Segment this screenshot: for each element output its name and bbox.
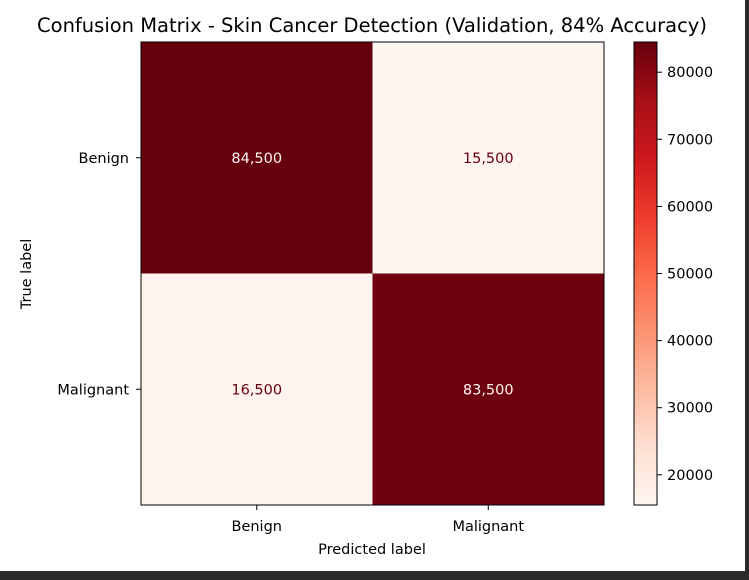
x-tick-label: Malignant <box>452 519 524 535</box>
figure-panel: Confusion Matrix - Skin Cancer Detection… <box>0 0 745 571</box>
cell-value-label-1-0: 16,500 <box>231 382 282 398</box>
y-axis-ticks: Benign Malignant <box>57 151 141 398</box>
colorbar-ticks: 20000 30000 40000 50000 60000 70000 80000 <box>657 65 713 484</box>
y-tick-label: Benign <box>79 151 129 167</box>
colorbar-tick-label: 40000 <box>667 334 713 350</box>
matrix-cell-0-0 <box>141 42 373 274</box>
x-axis-label: Predicted label <box>318 542 426 558</box>
y-axis-label: True label <box>19 239 35 310</box>
colorbar-tick-label: 60000 <box>667 199 713 215</box>
cell-value-label-0-0: 84,500 <box>231 151 282 167</box>
colorbar-tick-label: 70000 <box>667 132 713 148</box>
y-tick-label: Malignant <box>57 382 129 398</box>
colorbar-tick-label: 30000 <box>667 401 713 417</box>
cell-value-label-1-1: 83,500 <box>463 382 514 398</box>
matrix-cell-1-0 <box>141 273 373 505</box>
matrix-cell-labels: 84,500 15,500 16,500 83,500 <box>231 151 513 399</box>
confusion-matrix-chart: Confusion Matrix - Skin Cancer Detection… <box>19 14 713 558</box>
x-tick-label: Benign <box>232 519 282 535</box>
colorbar <box>633 41 658 506</box>
colorbar-tick-label: 80000 <box>667 65 713 81</box>
colorbar-tick-label: 20000 <box>667 468 713 484</box>
matrix-cell-0-1 <box>372 42 604 274</box>
cell-value-label-0-1: 15,500 <box>463 151 514 167</box>
matrix-frame <box>140 41 605 506</box>
x-axis-ticks: Benign Malignant <box>232 505 524 535</box>
chart-title: Confusion Matrix - Skin Cancer Detection… <box>37 14 707 37</box>
colorbar-tick-label: 50000 <box>667 267 713 283</box>
matrix-cell-1-1 <box>372 273 604 505</box>
matrix-cells <box>141 42 604 505</box>
